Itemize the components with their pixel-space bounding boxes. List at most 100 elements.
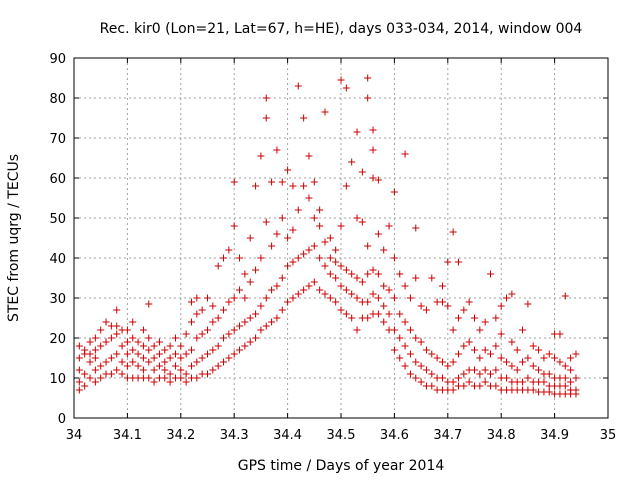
data-point	[123, 326, 131, 334]
data-point	[225, 298, 233, 306]
data-point	[209, 302, 217, 310]
data-point	[396, 310, 404, 318]
data-point	[236, 346, 244, 354]
data-point	[241, 318, 249, 326]
data-point	[257, 326, 265, 334]
data-point	[214, 362, 222, 370]
data-point	[294, 254, 302, 262]
data-point	[289, 258, 297, 266]
data-point	[438, 298, 446, 306]
data-point	[220, 334, 228, 342]
data-point	[438, 358, 446, 366]
data-point	[417, 378, 425, 386]
data-point	[438, 282, 446, 290]
data-point	[551, 354, 559, 362]
x-tick-label: 34.2	[166, 428, 195, 443]
data-point	[337, 222, 345, 230]
data-point	[171, 362, 179, 370]
data-point	[412, 274, 420, 282]
data-point	[204, 370, 211, 378]
data-point	[102, 338, 110, 346]
data-point	[545, 370, 553, 378]
data-point	[438, 374, 446, 382]
data-point	[252, 334, 260, 342]
data-point	[145, 334, 153, 342]
data-point	[107, 334, 115, 342]
data-point	[508, 362, 516, 370]
data-point	[129, 318, 137, 326]
data-point	[353, 326, 361, 334]
data-point	[380, 246, 388, 254]
x-axis-label: GPS time / Days of year 2014	[238, 458, 445, 474]
data-point	[91, 346, 99, 354]
data-point	[460, 342, 468, 350]
data-point	[476, 370, 484, 378]
data-point	[273, 146, 281, 154]
data-point	[374, 270, 382, 278]
data-point	[139, 354, 147, 362]
data-point	[332, 258, 340, 266]
data-point	[161, 358, 169, 366]
data-point	[374, 176, 382, 184]
data-point	[193, 310, 201, 318]
data-point	[428, 382, 436, 390]
y-axis-label: STEC from uqrg / TECUs	[6, 154, 22, 322]
data-point	[417, 338, 425, 346]
x-tick-label: 34.9	[540, 428, 569, 443]
data-point	[75, 354, 83, 362]
data-point	[113, 330, 121, 338]
data-point	[97, 342, 105, 350]
data-point	[567, 378, 575, 386]
data-point	[465, 298, 473, 306]
data-point	[385, 286, 393, 294]
data-point	[220, 254, 228, 262]
data-point	[572, 350, 580, 358]
data-point	[278, 274, 286, 282]
y-tick-label: 70	[49, 132, 66, 147]
data-point	[220, 306, 228, 314]
data-point	[326, 294, 334, 302]
data-point	[182, 350, 190, 358]
data-points-layer	[75, 74, 580, 398]
data-point	[364, 314, 372, 322]
data-point	[385, 222, 393, 230]
data-point	[294, 82, 302, 90]
data-point	[454, 314, 462, 322]
data-point	[123, 362, 131, 370]
data-point	[102, 318, 110, 326]
data-point	[102, 358, 110, 366]
data-point	[278, 178, 286, 186]
data-point	[401, 150, 409, 158]
data-point	[332, 246, 340, 254]
data-point	[177, 366, 185, 374]
data-point	[241, 270, 249, 278]
data-point	[561, 362, 569, 370]
data-point	[134, 350, 142, 358]
data-point	[481, 318, 489, 326]
data-point	[513, 366, 521, 374]
data-point	[540, 378, 548, 386]
data-point	[284, 166, 292, 174]
data-point	[460, 370, 468, 378]
data-point	[187, 298, 195, 306]
data-point	[187, 318, 195, 326]
data-point	[145, 300, 153, 308]
x-tick-label: 34.4	[273, 428, 302, 443]
data-point	[204, 326, 211, 334]
data-point	[134, 362, 142, 370]
data-point	[503, 374, 511, 382]
data-point	[326, 270, 334, 278]
data-point	[310, 214, 318, 222]
data-point	[492, 382, 500, 390]
data-point	[449, 358, 457, 366]
data-point	[161, 374, 169, 382]
data-point	[412, 334, 420, 342]
data-point	[316, 254, 324, 262]
data-point	[294, 290, 302, 298]
data-point	[316, 222, 324, 230]
data-point	[252, 182, 260, 190]
data-point	[209, 366, 217, 374]
data-point	[524, 354, 532, 362]
data-point	[246, 314, 254, 322]
data-point	[139, 342, 147, 350]
